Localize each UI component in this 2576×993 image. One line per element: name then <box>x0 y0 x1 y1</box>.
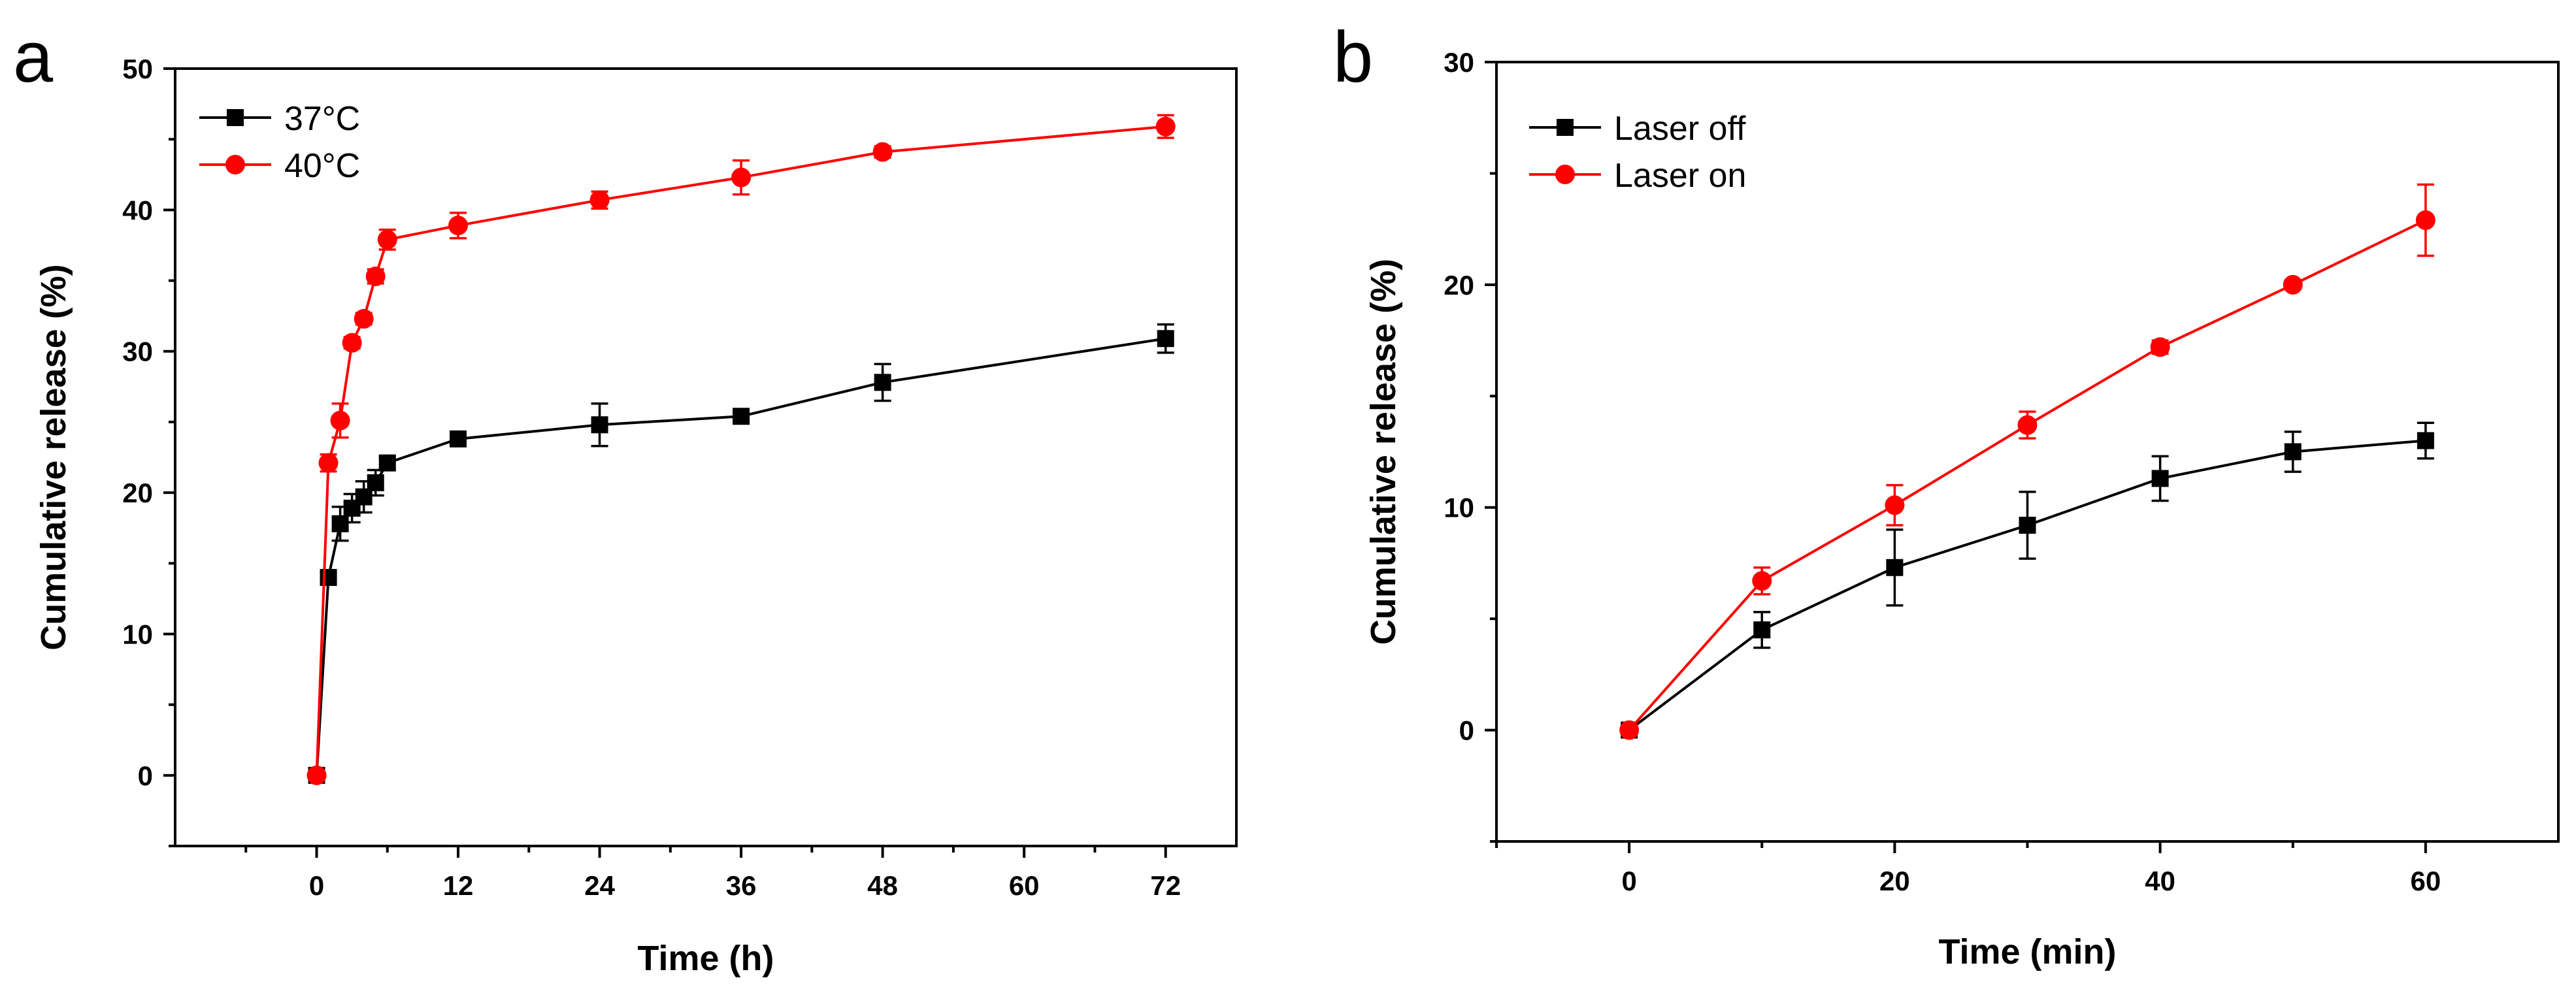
y-tick-label: 20 <box>122 478 153 508</box>
data-point <box>1619 720 1640 740</box>
data-point <box>367 474 384 491</box>
series-line <box>315 125 1166 775</box>
x-tick-label: 24 <box>584 870 615 901</box>
series-0 <box>308 323 1174 784</box>
y-axis-title: Cumulative release (%) <box>34 264 73 650</box>
data-point <box>378 454 396 472</box>
x-tick-label: 0 <box>1621 866 1636 896</box>
data-point <box>591 416 608 434</box>
data-point <box>1753 621 1771 639</box>
data-point <box>1752 571 1772 591</box>
data-point <box>2150 337 2170 357</box>
data-point <box>365 267 386 287</box>
y-tick-label: 10 <box>122 619 153 649</box>
x-tick-label: 0 <box>309 870 324 901</box>
data-point <box>874 374 891 391</box>
data-point <box>306 765 327 785</box>
y-tick-label: 30 <box>1444 47 1474 78</box>
panel-letter: a <box>13 17 54 97</box>
y-tick-label: 0 <box>1459 715 1474 746</box>
data-point <box>450 430 467 448</box>
data-point <box>731 167 751 187</box>
y-tick-label: 20 <box>1444 270 1474 301</box>
series-1 <box>306 114 1176 785</box>
x-tick-label: 60 <box>1009 870 1040 901</box>
y-axis-title: Cumulative release (%) <box>1364 259 1403 645</box>
x-axis-title: Time (min) <box>1938 932 2116 971</box>
legend-marker <box>227 109 244 126</box>
x-tick-label: 12 <box>443 870 474 901</box>
data-point <box>448 216 469 236</box>
series-line <box>315 337 1166 775</box>
y-tick-label: 40 <box>122 195 153 225</box>
data-point <box>1155 116 1176 137</box>
data-point <box>2284 443 2302 461</box>
data-point <box>330 410 350 431</box>
data-point <box>2415 210 2436 231</box>
x-tick-label: 20 <box>1879 866 1910 896</box>
legend-entry: Laser on <box>1614 157 1746 195</box>
data-point <box>342 333 362 353</box>
data-point <box>318 453 339 473</box>
y-tick-label: 10 <box>1444 493 1474 523</box>
data-point <box>331 515 349 532</box>
x-tick-label: 40 <box>2145 866 2175 896</box>
legend-entry: 40°C <box>284 147 360 185</box>
series-1 <box>1619 183 2436 740</box>
data-point <box>1885 495 1905 515</box>
data-point <box>872 142 893 162</box>
y-tick-label: 50 <box>122 54 153 84</box>
data-point <box>354 308 374 329</box>
data-point <box>589 190 610 210</box>
data-point <box>320 568 337 586</box>
data-point <box>2151 470 2169 487</box>
data-point <box>1886 559 1904 576</box>
legend-marker <box>225 155 245 174</box>
legend-marker <box>1557 119 1574 136</box>
series-line <box>1628 439 2426 732</box>
x-tick-label: 72 <box>1150 870 1181 901</box>
y-tick-label: 0 <box>138 760 153 791</box>
plot-frame <box>174 67 1238 847</box>
x-tick-label: 60 <box>2411 866 2441 896</box>
series-0 <box>1621 421 2434 739</box>
panel-letter: b <box>1333 17 1373 97</box>
y-tick-label: 30 <box>122 336 153 367</box>
data-point <box>2283 274 2303 295</box>
series-line <box>1628 219 2426 731</box>
data-point <box>733 408 750 425</box>
data-point <box>2417 432 2434 449</box>
legend-entry: 37°C <box>284 100 360 138</box>
data-point <box>2017 415 2038 435</box>
x-tick-label: 36 <box>726 870 757 901</box>
data-point <box>2019 516 2036 534</box>
data-point <box>1157 330 1174 348</box>
legend-marker <box>1555 165 1575 184</box>
x-axis-title: Time (h) <box>637 939 774 978</box>
legend-entry: Laser off <box>1614 110 1746 148</box>
x-tick-label: 48 <box>867 870 898 901</box>
panel-b: b 0 10 20 30 0 20 40 60 Time (min) Cumulative rele… <box>1333 17 2560 971</box>
panel-a: a 0 10 20 30 40 50 0 12 24 36 48 60 72 Time (h) Cumulat… <box>13 17 1238 978</box>
data-point <box>377 229 397 250</box>
